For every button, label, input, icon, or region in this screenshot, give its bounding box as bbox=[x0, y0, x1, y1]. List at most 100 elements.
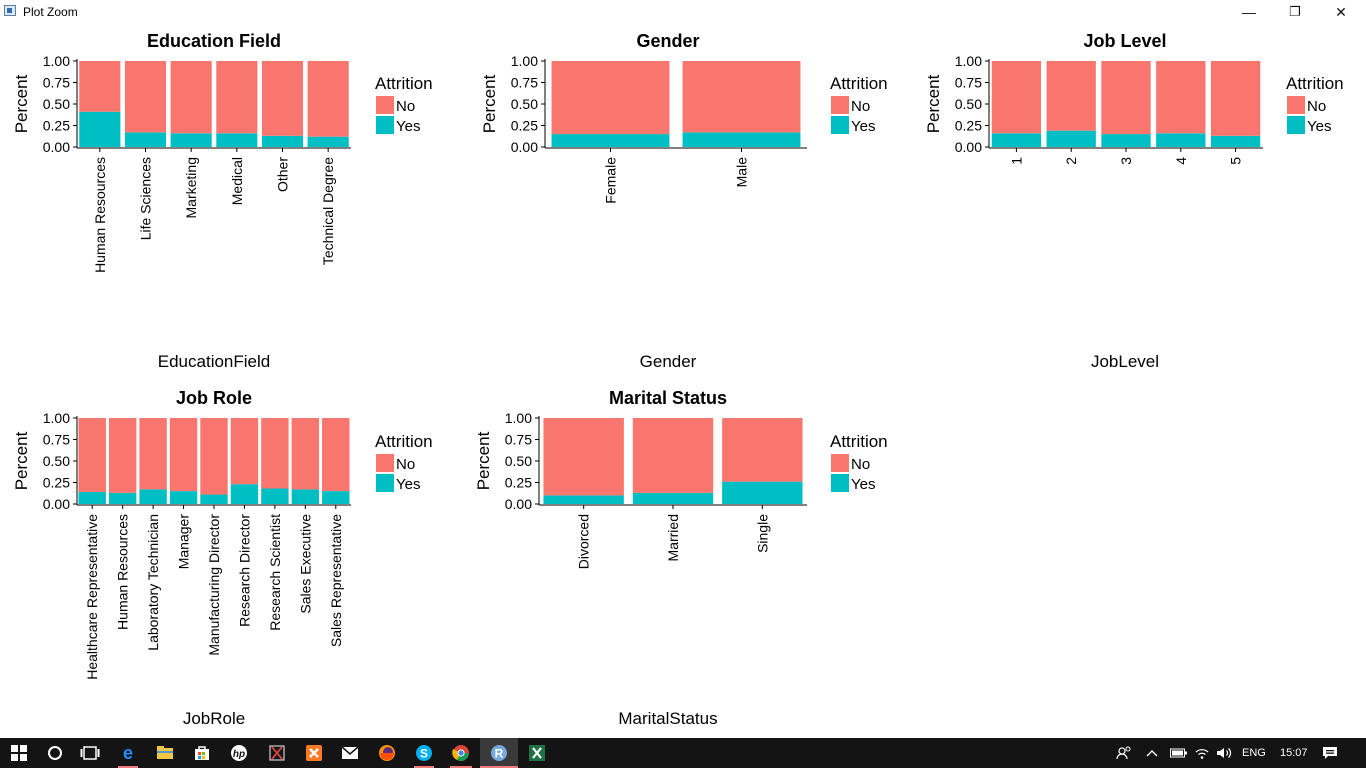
legend-label-no: No bbox=[1307, 98, 1326, 115]
cortana-icon[interactable] bbox=[38, 738, 72, 768]
x-tick-label: Laboratory Technician bbox=[145, 514, 161, 651]
chevron-up-icon[interactable] bbox=[1146, 738, 1160, 768]
language-indicator[interactable]: ENG bbox=[1242, 747, 1266, 759]
x-tick-label: Sales Representative bbox=[328, 514, 344, 647]
bar-yes bbox=[1210, 135, 1261, 147]
window-title: Plot Zoom bbox=[23, 5, 78, 19]
people-icon[interactable] bbox=[1116, 738, 1136, 768]
legend-label-no: No bbox=[851, 98, 870, 115]
plot-zoom-app-icon bbox=[4, 5, 16, 16]
bar-yes bbox=[261, 488, 289, 504]
y-axis-label: Percent bbox=[12, 74, 31, 133]
y-tick-label: 1.00 bbox=[511, 53, 538, 69]
y-tick-label: 0.00 bbox=[505, 496, 532, 512]
y-tick-label: 0.00 bbox=[43, 139, 70, 155]
x-tick-label: Single bbox=[754, 514, 770, 553]
bar-no bbox=[1046, 61, 1096, 131]
x-tick-label: 3 bbox=[1118, 157, 1134, 165]
x-tick-label: Male bbox=[734, 157, 750, 188]
legend-swatch-no bbox=[376, 96, 394, 114]
x-tick-label: Other bbox=[275, 157, 291, 192]
legend-title: Attrition bbox=[375, 74, 433, 93]
x-tick-label: Manufacturing Director bbox=[206, 514, 222, 656]
store-icon[interactable] bbox=[184, 738, 220, 768]
svg-text:R: R bbox=[495, 747, 504, 761]
bar-no bbox=[1101, 61, 1151, 135]
chrome-icon[interactable] bbox=[442, 738, 480, 768]
bar-no bbox=[1210, 61, 1261, 136]
rstudio-icon[interactable]: R bbox=[480, 738, 518, 768]
bar-yes bbox=[170, 133, 212, 147]
y-tick-label: 0.50 bbox=[43, 96, 70, 112]
legend-swatch-no bbox=[376, 454, 394, 472]
volume-icon[interactable] bbox=[1216, 738, 1236, 768]
bar-no bbox=[261, 61, 304, 136]
y-tick-label: 0.75 bbox=[43, 75, 70, 91]
y-tick-label: 0.75 bbox=[511, 75, 538, 91]
legend-label-yes: Yes bbox=[396, 476, 420, 493]
x-axis-label: Gender bbox=[640, 352, 697, 371]
bar-no bbox=[169, 418, 198, 492]
bar-yes bbox=[307, 136, 349, 147]
minimize-button[interactable]: — bbox=[1242, 4, 1256, 20]
bar-yes bbox=[543, 495, 624, 504]
bar-yes bbox=[200, 494, 228, 504]
y-tick-label: 0.00 bbox=[955, 139, 982, 155]
legend-swatch-no bbox=[831, 454, 849, 472]
mail-icon[interactable] bbox=[332, 738, 368, 768]
edge-icon[interactable]: e bbox=[110, 738, 146, 768]
x-tick-label: Research Director bbox=[236, 514, 252, 627]
bar-yes bbox=[291, 489, 320, 504]
close-button[interactable]: ✕ bbox=[1335, 3, 1347, 20]
bar-yes bbox=[230, 484, 259, 504]
x-axis-label: MaritalStatus bbox=[618, 709, 717, 728]
bar-yes bbox=[216, 133, 258, 147]
x-axis-label: JobRole bbox=[183, 709, 245, 728]
file-explorer-icon[interactable] bbox=[146, 738, 184, 768]
legend-title: Attrition bbox=[830, 432, 888, 451]
x-tick-label: Human Resources bbox=[115, 514, 131, 630]
legend-label-yes: Yes bbox=[1307, 118, 1331, 135]
legend-label-no: No bbox=[396, 98, 415, 115]
task-view-icon[interactable] bbox=[72, 738, 108, 768]
hp-icon[interactable]: hp bbox=[220, 738, 258, 768]
y-tick-label: 0.25 bbox=[955, 118, 982, 134]
restore-button[interactable]: ❐ bbox=[1289, 4, 1301, 19]
bar-yes bbox=[1046, 130, 1096, 147]
notifications-icon[interactable] bbox=[1322, 738, 1342, 768]
firefox-icon[interactable] bbox=[368, 738, 406, 768]
y-tick-label: 0.75 bbox=[955, 75, 982, 91]
x-tick-label: 5 bbox=[1228, 157, 1244, 165]
bar-yes bbox=[78, 491, 106, 504]
legend-swatch-yes bbox=[831, 474, 849, 492]
x-tick-label: 4 bbox=[1173, 157, 1189, 165]
legend-label-yes: Yes bbox=[396, 118, 420, 135]
clock-time[interactable]: 15:07 bbox=[1280, 747, 1308, 759]
snipping-tool-icon[interactable] bbox=[258, 738, 296, 768]
legend-title: Attrition bbox=[1286, 74, 1344, 93]
chart-title: Education Field bbox=[147, 31, 281, 51]
bar-no bbox=[682, 61, 801, 133]
start-icon[interactable] bbox=[0, 738, 38, 768]
y-tick-label: 1.00 bbox=[505, 410, 532, 426]
y-tick-label: 1.00 bbox=[43, 53, 70, 69]
x-axis-label: EducationField bbox=[158, 352, 270, 371]
bar-yes bbox=[682, 132, 801, 147]
svg-text:e: e bbox=[123, 744, 133, 762]
y-tick-label: 0.50 bbox=[505, 453, 532, 469]
excel-icon[interactable] bbox=[518, 738, 556, 768]
taskbar: e hp S R bbox=[0, 738, 1366, 768]
legend-swatch-yes bbox=[831, 116, 849, 134]
window-titlebar: Plot Zoom — ❐ ✕ bbox=[0, 0, 1366, 24]
skype-icon[interactable]: S bbox=[406, 738, 442, 768]
bar-no bbox=[1156, 61, 1206, 134]
legend-label-no: No bbox=[396, 456, 415, 473]
wifi-icon[interactable] bbox=[1194, 738, 1212, 768]
legend-swatch-yes bbox=[376, 116, 394, 134]
xampp-icon[interactable] bbox=[296, 738, 332, 768]
battery-icon[interactable] bbox=[1170, 738, 1188, 768]
x-tick-label: Life Sciences bbox=[138, 157, 154, 240]
y-tick-label: 0.00 bbox=[511, 139, 538, 155]
bar-no bbox=[79, 61, 121, 112]
legend-swatch-yes bbox=[376, 474, 394, 492]
